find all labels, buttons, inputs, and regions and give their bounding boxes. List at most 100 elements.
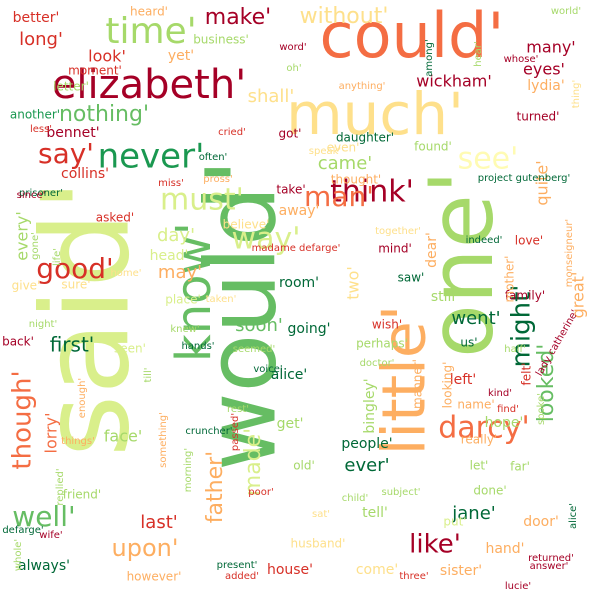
cloud-word: knew': [170, 324, 199, 335]
cloud-word: seemed': [233, 344, 276, 355]
cloud-word: home': [110, 268, 141, 279]
cloud-word: wish': [372, 318, 402, 332]
cloud-word: looking': [441, 362, 455, 409]
cloud-word: gone': [30, 232, 41, 260]
cloud-word: still': [431, 289, 459, 305]
cloud-word: anything': [339, 81, 386, 92]
cloud-word: half': [504, 344, 526, 355]
cloud-word: cried': [218, 127, 246, 138]
cloud-word: people': [341, 436, 392, 452]
cloud-word: yet': [168, 48, 194, 64]
cloud-word: man': [304, 180, 374, 213]
cloud-word: without': [300, 4, 389, 29]
cloud-word: prisoner': [19, 188, 63, 199]
cloud-word: subject': [382, 487, 421, 498]
cloud-word: father': [203, 451, 228, 523]
cloud-word: head': [150, 248, 189, 264]
cloud-word: good': [36, 252, 114, 285]
cloud-word: looked': [534, 344, 559, 423]
cloud-word: got': [279, 127, 302, 141]
cloud-word: lorry': [42, 413, 61, 454]
cloud-word: think': [330, 175, 414, 210]
cloud-word: could': [320, 0, 505, 72]
cloud-word: like': [409, 530, 461, 560]
cloud-word: project gutenberg': [478, 173, 571, 184]
cloud-word: much': [286, 80, 464, 148]
cloud-word: moment': [68, 64, 122, 78]
cloud-word: wife': [39, 530, 62, 541]
cloud-word: enough': [77, 378, 88, 418]
cloud-word: see': [458, 142, 519, 177]
cloud-word: old': [293, 459, 315, 473]
cloud-word: collins': [61, 166, 109, 182]
cloud-word: added': [225, 571, 259, 582]
cloud-word: since': [17, 190, 46, 201]
cloud-word: asked': [96, 211, 134, 225]
cloud-word: pross': [203, 174, 233, 185]
cloud-word: voice': [253, 364, 282, 375]
cloud-word: family': [505, 289, 545, 303]
cloud-word: must': [160, 183, 244, 218]
cloud-word: sure': [61, 278, 90, 292]
cloud-word: saw': [398, 271, 425, 285]
cloud-word: returned': [528, 553, 574, 564]
cloud-word: among': [424, 39, 435, 76]
cloud-word: word': [279, 42, 306, 53]
cloud-word: felt': [520, 363, 534, 386]
cloud-word: eyes': [523, 60, 565, 79]
cloud-word: heard': [130, 5, 168, 19]
cloud-word: little': [370, 305, 440, 455]
cloud-word: kind': [488, 388, 512, 399]
cloud-word: done': [473, 484, 506, 498]
cloud-word: alice': [271, 367, 308, 383]
cloud-word: dear': [424, 232, 440, 268]
cloud-word: jane': [451, 503, 495, 524]
cloud-word: said': [18, 179, 157, 458]
cloud-word: shall': [248, 86, 295, 107]
cloud-word: put': [443, 515, 466, 529]
cloud-word: indeed': [466, 235, 503, 246]
cloud-word: something': [158, 412, 169, 468]
cloud-word: speak': [309, 146, 341, 157]
cloud-word: thing': [571, 80, 582, 108]
cloud-word: every': [13, 211, 32, 261]
cloud-word: soon': [235, 315, 283, 336]
cloud-word: monseigneur': [564, 219, 575, 287]
cloud-word: love': [515, 234, 543, 248]
cloud-word: manner': [411, 359, 425, 409]
cloud-word: believe': [223, 218, 270, 232]
cloud-word: daughter': [336, 131, 394, 145]
cloud-word: sat': [312, 509, 330, 520]
cloud-word: life': [52, 248, 63, 266]
cloud-word: quite': [533, 160, 552, 205]
cloud-word: bingley': [362, 378, 378, 433]
cloud-word: rest': [227, 404, 249, 415]
cloud-word: make': [205, 5, 271, 30]
cloud-word: business': [193, 33, 249, 47]
cloud-word: might': [507, 285, 537, 368]
cloud-word: seen': [114, 342, 146, 356]
cloud-word: went': [451, 308, 500, 329]
cloud-word: long': [19, 29, 63, 50]
cloud-word: made': [241, 428, 266, 496]
cloud-word: answer': [530, 561, 569, 572]
cloud-word: ever': [344, 455, 389, 476]
cloud-word: hand': [485, 541, 524, 557]
cloud-word: came': [318, 153, 372, 174]
cloud-word: one': [410, 170, 513, 358]
cloud-word: less': [30, 124, 52, 135]
cloud-word: passed': [230, 413, 241, 451]
cloud-word: night': [29, 319, 57, 330]
cloud-word: door': [523, 514, 559, 530]
cloud-word: room': [279, 275, 319, 291]
cloud-word: though': [8, 370, 38, 469]
cloud-word: great': [569, 272, 588, 319]
cloud-word: know': [166, 222, 222, 362]
cloud-word: really': [461, 433, 497, 447]
cloud-word: child': [342, 493, 369, 504]
cloud-word: bennet': [46, 125, 99, 141]
cloud-word: hear': [473, 41, 484, 66]
cloud-word: may': [158, 262, 202, 283]
cloud-word: wickham': [416, 72, 492, 91]
